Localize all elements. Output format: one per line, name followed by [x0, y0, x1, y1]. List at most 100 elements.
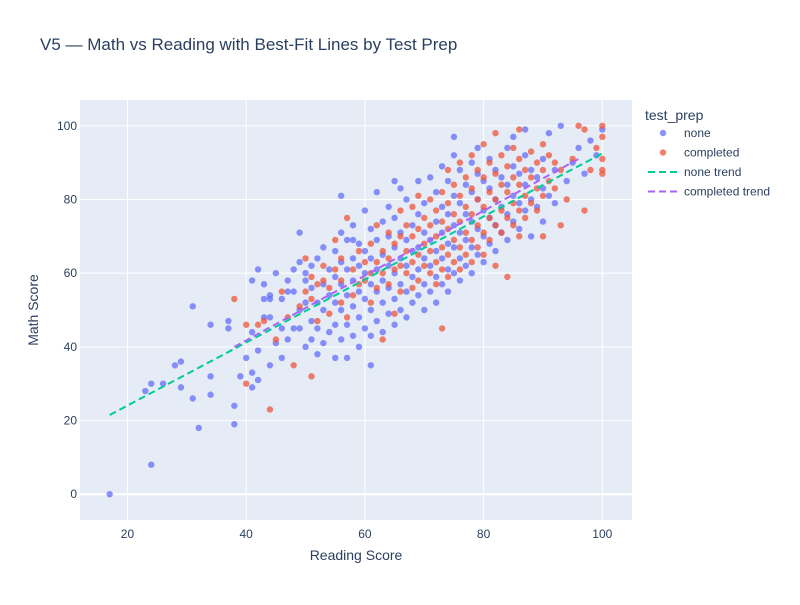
data-point-completed — [332, 236, 339, 244]
data-point-none — [337, 336, 345, 343]
data-point-completed — [462, 174, 470, 181]
data-point-none — [415, 211, 422, 218]
data-point-completed — [545, 152, 553, 159]
data-point-completed — [409, 258, 416, 266]
data-point-completed — [343, 214, 351, 222]
data-point-completed — [397, 207, 404, 214]
data-point-none — [254, 347, 262, 354]
data-point-completed — [510, 174, 517, 181]
data-point-completed — [320, 277, 327, 284]
data-point-completed — [242, 321, 250, 328]
data-point-none — [421, 255, 428, 262]
legend-item-none[interactable]: none — [659, 126, 711, 140]
data-point-none — [326, 328, 333, 336]
data-point-completed — [272, 336, 280, 343]
data-point-none — [397, 185, 404, 192]
data-point-completed — [314, 317, 321, 325]
data-point-completed — [492, 129, 499, 137]
data-point-none — [456, 255, 464, 262]
data-point-none — [391, 214, 398, 222]
data-point-completed — [438, 218, 446, 225]
data-point-completed — [349, 292, 357, 299]
data-point-completed — [462, 203, 470, 211]
data-point-none — [468, 159, 475, 166]
data-point-completed — [432, 281, 440, 288]
data-point-none — [237, 373, 244, 380]
data-point-none — [403, 236, 410, 244]
data-point-completed — [587, 166, 594, 174]
data-point-completed — [379, 247, 386, 255]
data-point-none — [379, 328, 386, 336]
data-point-completed — [337, 277, 345, 284]
data-point-none — [516, 199, 523, 207]
data-point-completed — [355, 247, 363, 255]
data-point-none — [367, 225, 375, 233]
data-point-none — [148, 461, 155, 468]
data-point-none — [462, 236, 470, 244]
data-point-completed — [450, 181, 458, 188]
chart-title: V5 — Math vs Reading with Best-Fit Lines… — [40, 35, 457, 54]
legend-item-completed-trend[interactable]: completed trend — [648, 185, 770, 199]
data-point-none — [468, 269, 475, 277]
data-point-none — [177, 384, 185, 391]
data-point-none — [314, 255, 321, 262]
data-point-completed — [391, 266, 398, 273]
legend[interactable]: test_prep none completed none trend complet… — [645, 107, 770, 199]
legend-items[interactable]: none completed none trend completed trend — [648, 126, 770, 199]
data-point-none — [254, 376, 262, 384]
data-point-completed — [432, 207, 440, 214]
data-point-none — [349, 332, 357, 339]
data-point-completed — [480, 174, 487, 181]
data-point-completed — [468, 185, 475, 192]
legend-item-completed[interactable]: completed — [659, 146, 740, 160]
data-point-none — [284, 277, 291, 284]
data-point-none — [349, 222, 357, 229]
data-point-completed — [444, 166, 452, 174]
data-point-none — [361, 207, 369, 214]
data-point-completed — [516, 233, 523, 240]
x-tick-label: 100 — [592, 527, 612, 541]
data-point-none — [551, 199, 559, 207]
data-point-none — [337, 306, 345, 314]
data-point-none — [421, 281, 428, 288]
data-point-completed — [385, 229, 392, 236]
data-point-none — [373, 188, 380, 196]
data-point-completed — [504, 163, 511, 170]
legend-item-none-trend[interactable]: none trend — [648, 165, 741, 179]
data-point-completed — [444, 251, 452, 258]
data-point-completed — [320, 262, 327, 269]
data-point-completed — [492, 262, 499, 269]
x-tick-label: 60 — [358, 527, 372, 541]
data-point-none — [456, 229, 464, 236]
data-point-none — [510, 163, 517, 170]
data-point-none — [432, 247, 440, 255]
data-point-completed — [391, 310, 398, 317]
data-point-completed — [516, 126, 523, 133]
data-point-none — [539, 218, 547, 225]
data-point-completed — [302, 288, 309, 295]
data-point-none — [343, 321, 351, 328]
data-point-none — [587, 137, 594, 144]
data-point-none — [409, 273, 416, 281]
data-point-completed — [403, 222, 410, 229]
data-point-completed — [539, 192, 547, 199]
data-point-completed — [373, 284, 380, 292]
x-tick-label: 80 — [477, 527, 491, 541]
data-point-completed — [468, 211, 475, 218]
data-point-none — [308, 284, 315, 292]
data-point-completed — [468, 236, 475, 244]
data-point-completed — [539, 233, 547, 240]
data-point-completed — [533, 159, 541, 166]
data-point-none — [296, 229, 303, 236]
data-point-completed — [314, 281, 321, 288]
data-point-completed — [326, 284, 333, 292]
data-point-none — [337, 229, 345, 236]
data-point-none — [302, 277, 309, 284]
data-point-completed — [599, 133, 606, 141]
data-point-completed — [474, 244, 481, 251]
data-point-none — [444, 288, 452, 295]
data-point-none — [231, 421, 238, 428]
data-point-completed — [474, 166, 481, 174]
data-point-completed — [486, 159, 493, 166]
